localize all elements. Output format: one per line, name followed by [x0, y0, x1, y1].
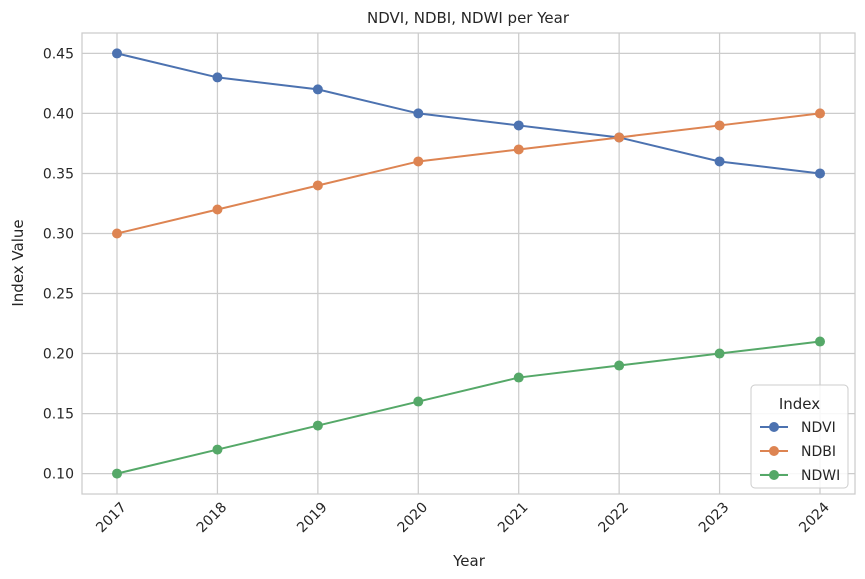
data-point — [714, 348, 725, 359]
legend: Index NDVI NDBI NDWI — [750, 384, 849, 489]
y-tick-label: 0.20 — [43, 347, 74, 363]
data-point — [112, 228, 122, 239]
data-point — [815, 108, 825, 119]
data-point — [815, 168, 825, 179]
data-point — [112, 48, 122, 59]
data-point — [312, 420, 323, 431]
legend-label: NDVI — [801, 420, 836, 436]
data-point — [714, 156, 725, 167]
data-point — [714, 120, 725, 131]
data-point — [513, 120, 524, 131]
y-tick-label: 0.25 — [43, 287, 74, 303]
data-point — [513, 372, 524, 383]
data-point — [212, 204, 223, 215]
chart-title: NDVI, NDBI, NDWI per Year — [367, 9, 570, 27]
data-point — [413, 156, 424, 167]
y-tick-label: 0.40 — [43, 106, 74, 122]
data-point — [513, 144, 524, 155]
y-tick-label: 0.30 — [43, 226, 74, 242]
y-tick-label: 0.45 — [43, 46, 74, 62]
data-point — [112, 468, 122, 479]
data-point — [413, 396, 424, 407]
legend-items: NDVI NDBI NDWI — [760, 420, 840, 484]
y-tick-label: 0.15 — [43, 407, 74, 423]
data-point — [614, 132, 625, 143]
y-tick-label: 0.10 — [43, 467, 74, 483]
data-point — [312, 84, 323, 95]
legend-box — [750, 384, 849, 489]
data-point — [413, 108, 424, 119]
legend-title: Index — [779, 395, 820, 413]
plot-area-frame — [81, 32, 856, 495]
series-line — [116, 52, 821, 175]
data-point — [614, 360, 625, 371]
series-line — [116, 112, 821, 235]
series-line — [116, 340, 821, 475]
data-point — [212, 444, 223, 455]
legend-label: NDWI — [801, 468, 840, 484]
data-point — [312, 180, 323, 191]
y-tick-label: 0.35 — [43, 166, 74, 182]
legend-label: NDBI — [801, 444, 836, 460]
data-point — [815, 336, 825, 347]
legend-marker — [769, 422, 779, 432]
legend-marker — [769, 470, 779, 480]
series-ndbi — [112, 108, 825, 239]
legend-marker — [769, 446, 779, 456]
y-axis-ticks: 0.10 0.15 0.20 0.25 0.30 0.35 0.40 0.45 — [43, 46, 74, 482]
data-point — [212, 72, 223, 83]
series-ndwi — [112, 336, 825, 479]
x-axis-title: Year — [452, 552, 486, 570]
series-lines — [112, 48, 825, 479]
y-axis-title: Index Value — [9, 219, 27, 306]
